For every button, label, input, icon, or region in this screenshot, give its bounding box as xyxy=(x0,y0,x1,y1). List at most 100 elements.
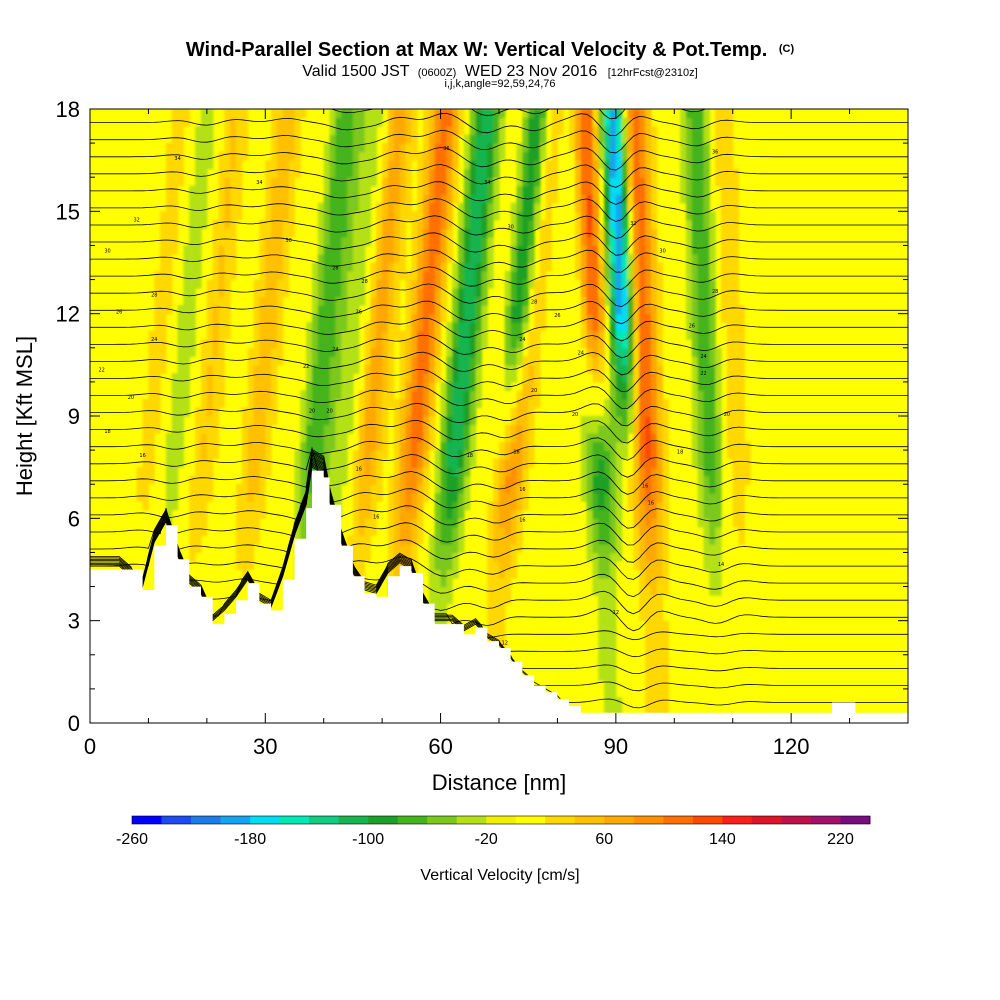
velocity-cell xyxy=(691,416,699,426)
velocity-cell xyxy=(423,211,430,221)
velocity-cell xyxy=(686,262,693,272)
velocity-cell xyxy=(633,356,640,366)
velocity-cell xyxy=(218,211,225,221)
velocity-cell xyxy=(230,151,237,161)
velocity-cell xyxy=(610,535,617,545)
velocity-cell xyxy=(154,296,161,306)
forecast-info: [12hrFcst@2310z] xyxy=(608,67,698,79)
velocity-cell xyxy=(615,381,623,391)
velocity-cell xyxy=(580,296,588,306)
velocity-cell xyxy=(393,313,401,323)
velocity-cell xyxy=(697,364,705,374)
velocity-cell xyxy=(411,475,418,485)
velocity-cell xyxy=(463,441,471,451)
velocity-cell xyxy=(195,151,202,161)
velocity-cell xyxy=(277,177,284,187)
contour-label: 18 xyxy=(677,450,683,456)
velocity-cell xyxy=(177,151,184,161)
velocity-cell xyxy=(306,450,313,460)
velocity-cell xyxy=(639,484,646,494)
velocity-cell xyxy=(645,390,652,400)
velocity-cell xyxy=(610,612,617,622)
velocity-cell xyxy=(650,177,658,187)
velocity-cell xyxy=(388,177,395,187)
velocity-cell xyxy=(206,467,214,477)
velocity-cell xyxy=(627,262,634,272)
velocity-cell xyxy=(417,305,424,315)
velocity-cell xyxy=(481,202,488,212)
velocity-cell xyxy=(411,134,418,144)
velocity-cell xyxy=(621,313,629,323)
velocity-cell xyxy=(580,134,588,144)
velocity-cell xyxy=(522,501,529,511)
colorbar-swatch xyxy=(486,816,517,824)
velocity-cell xyxy=(487,185,494,195)
velocity-cell xyxy=(469,416,477,426)
velocity-cell xyxy=(592,501,599,511)
velocity-cell xyxy=(417,484,424,494)
velocity-cell xyxy=(615,364,623,374)
velocity-cell xyxy=(259,475,266,485)
velocity-cell xyxy=(686,177,693,187)
velocity-cell xyxy=(206,279,214,289)
velocity-cell xyxy=(645,552,652,562)
velocity-cell xyxy=(610,305,617,315)
velocity-cell xyxy=(446,561,453,571)
velocity-cell xyxy=(691,245,699,255)
velocity-cell xyxy=(650,518,658,528)
velocity-cell xyxy=(189,339,196,349)
velocity-cell xyxy=(212,271,220,281)
velocity-cell xyxy=(195,245,202,255)
velocity-cell xyxy=(265,168,272,178)
velocity-cell xyxy=(341,211,348,221)
velocity-cell xyxy=(656,339,664,349)
velocity-cell xyxy=(732,202,740,212)
velocity-cell xyxy=(586,134,593,144)
velocity-cell xyxy=(493,475,500,485)
velocity-cell xyxy=(224,296,231,306)
velocity-cell xyxy=(224,117,231,127)
velocity-cell xyxy=(253,433,260,443)
velocity-cell xyxy=(177,109,184,119)
velocity-cell xyxy=(399,185,407,195)
velocity-cell xyxy=(645,646,652,656)
velocity-cell xyxy=(598,501,605,511)
velocity-cell xyxy=(446,424,453,434)
velocity-cell xyxy=(154,416,161,426)
velocity-cell xyxy=(271,185,278,195)
velocity-cell xyxy=(545,194,553,204)
velocity-cell xyxy=(411,347,418,357)
velocity-cell xyxy=(499,637,506,647)
colorbar-swatch xyxy=(132,816,162,824)
velocity-cell xyxy=(592,288,599,298)
velocity-cell xyxy=(463,160,471,170)
velocity-cell xyxy=(177,407,184,417)
velocity-cell xyxy=(405,177,412,187)
velocity-cell xyxy=(376,407,383,417)
chart-subtitle: Valid 1500 JST (0600Z) WED 23 Nov 2016 [… xyxy=(302,63,697,80)
velocity-cell xyxy=(218,151,225,161)
velocity-cell xyxy=(160,305,167,315)
velocity-cell xyxy=(440,296,447,306)
velocity-cell xyxy=(335,305,342,315)
velocity-cell xyxy=(423,245,430,255)
velocity-cell xyxy=(399,450,407,460)
velocity-cell xyxy=(604,245,611,255)
velocity-cell xyxy=(423,322,430,332)
velocity-cell xyxy=(452,117,459,127)
velocity-cell xyxy=(358,288,366,298)
velocity-cell xyxy=(680,168,687,178)
velocity-cell xyxy=(347,330,354,340)
velocity-cell xyxy=(691,313,699,323)
velocity-cell xyxy=(656,535,664,545)
velocity-cell xyxy=(463,143,471,153)
velocity-cell xyxy=(615,705,623,715)
velocity-cell xyxy=(621,219,629,229)
velocity-cell xyxy=(499,595,506,605)
velocity-cell xyxy=(201,168,208,178)
velocity-cell xyxy=(195,211,202,221)
velocity-cell xyxy=(604,202,611,212)
velocity-cell xyxy=(364,475,371,485)
velocity-cell xyxy=(575,160,582,170)
velocity-cell xyxy=(738,484,745,494)
